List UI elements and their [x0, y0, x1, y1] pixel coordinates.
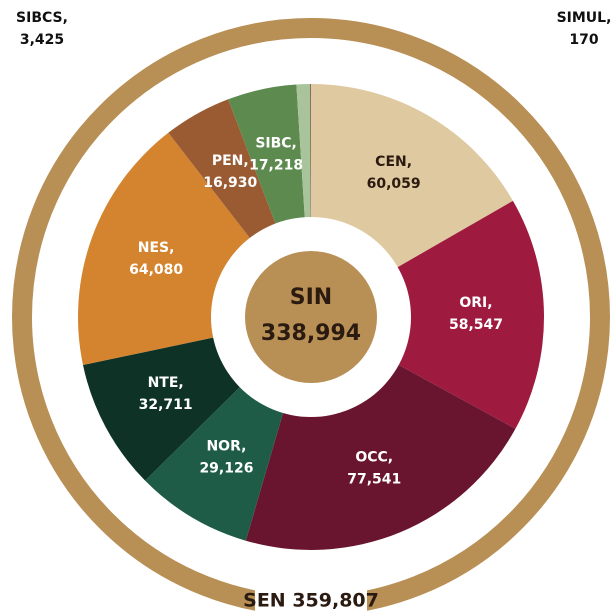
slice-category: NOR,: [206, 439, 246, 455]
total-bg: [255, 588, 367, 613]
center-value: 338,994: [261, 321, 361, 346]
center-title: SIN: [290, 285, 332, 310]
slice-value: 32,711: [139, 397, 193, 413]
slice-value: 16,930: [203, 175, 257, 191]
slice-value: 60,059: [367, 176, 421, 192]
slice-category: CEN,: [375, 154, 412, 170]
slice-category: SIBC,: [255, 136, 297, 152]
slice-value: 64,080: [129, 262, 183, 278]
slice-category: SIMUL,: [557, 10, 612, 26]
total-label: SEN 359,807: [243, 590, 379, 612]
slice-category: ORI,: [459, 295, 492, 311]
slice-category: SIBCS,: [16, 10, 68, 26]
slice-value: 17,218: [249, 158, 303, 174]
slice-value: 29,126: [199, 461, 253, 477]
slice-category: NES,: [138, 240, 175, 256]
slice-category: OCC,: [355, 449, 393, 465]
slice-category: NTE,: [148, 375, 184, 391]
slice-value: 77,541: [347, 471, 401, 487]
slice-value: 58,547: [449, 317, 503, 333]
slice: [311, 200, 544, 429]
slice-value: 3,425: [20, 32, 64, 48]
slice-value: 170: [569, 32, 598, 48]
center-disc: [245, 251, 377, 383]
slice-category: PEN,: [212, 153, 249, 169]
